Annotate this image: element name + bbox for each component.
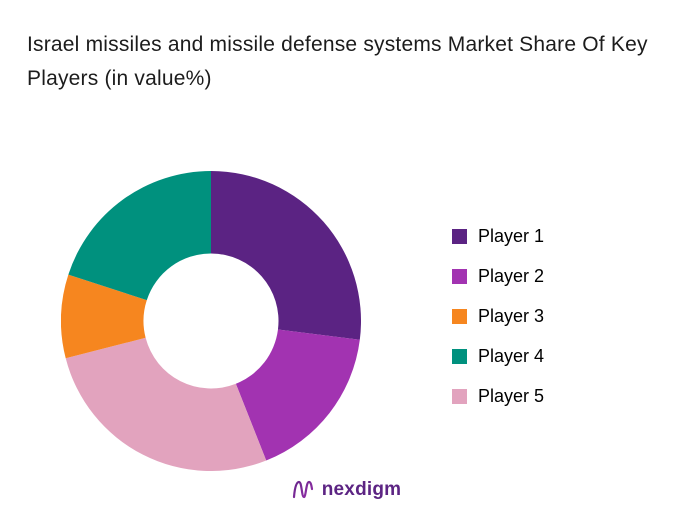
legend-item-player-4: Player 4 [452,346,544,367]
donut-chart [60,171,362,472]
chart-legend: Player 1 Player 2 Player 3 Player 4 Player 5 [452,226,544,407]
donut-segment-player-1 [211,171,362,340]
chart-title: Israel missiles and missile defense syst… [27,33,648,91]
donut-segment-player-4 [68,171,211,301]
legend-swatch-player-1 [452,229,467,244]
legend-label-player-5: Player 5 [478,386,545,406]
brand-logo: nexdigm [0,477,691,503]
donut-segment-player-5 [65,337,267,472]
legend-item-player-2: Player 2 [452,266,544,287]
legend-label-player-4: Player 4 [478,346,545,366]
donut-segment-player-3 [60,274,147,359]
legend-label-player-1: Player 1 [478,226,545,246]
brand-logo-text: nexdigm [321,479,402,500]
legend-label-player-3: Player 3 [478,306,545,326]
nexdigm-wave-icon [292,480,313,499]
legend-item-player-1: Player 1 [452,226,544,247]
legend-swatch-player-2 [452,269,467,284]
donut-chart-svg [60,171,362,472]
legend-swatch-player-4 [452,349,467,364]
legend-swatch-player-3 [452,309,467,324]
legend-item-player-3: Player 3 [452,306,544,327]
legend-label-player-2: Player 2 [478,266,545,286]
legend-item-player-5: Player 5 [452,386,544,407]
donut-segment-player-2 [235,329,360,461]
legend-swatch-player-5 [452,389,467,404]
